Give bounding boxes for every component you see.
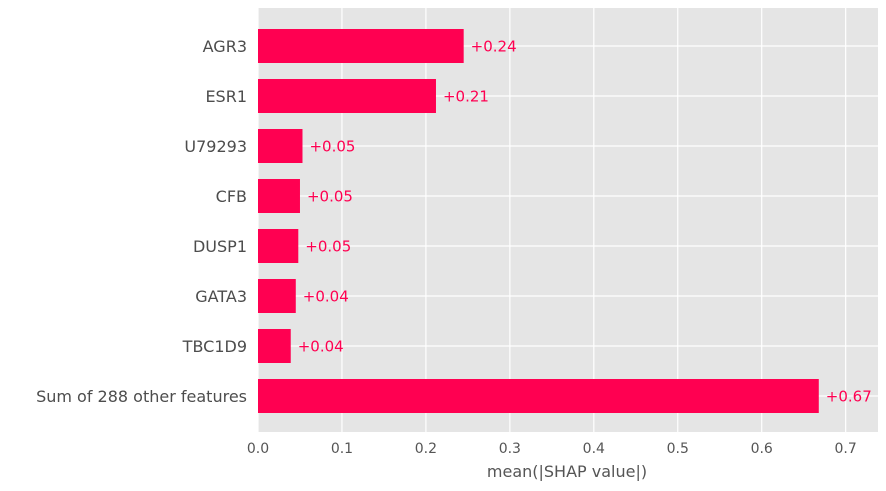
- category-labels: AGR3 ESR1 U79293 CFB DUSP1 GATA3 TBC1D9 Sum of …: [36, 37, 247, 406]
- category-label: U79293: [184, 137, 247, 156]
- x-tick-label: 0.3: [499, 441, 521, 457]
- x-tick-label: 0.4: [583, 441, 605, 457]
- value-labels: +0.24 +0.21 +0.05 +0.05 +0.05 +0.04 +0.04 +0.67: [298, 38, 872, 406]
- category-label: AGR3: [203, 37, 247, 56]
- x-tick-label: 0.7: [835, 441, 857, 457]
- bar-value-label: +0.05: [309, 138, 355, 156]
- bar-value-label: +0.05: [307, 188, 353, 206]
- bar-value-label: +0.04: [298, 338, 344, 356]
- category-label: DUSP1: [193, 237, 247, 256]
- category-label: ESR1: [205, 87, 247, 106]
- category-label: CFB: [216, 187, 247, 206]
- x-tick-labels: 0.0 0.1 0.2 0.3 0.4 0.5 0.6 0.7: [247, 441, 857, 457]
- bar: [258, 29, 464, 63]
- bar: [258, 179, 300, 213]
- bar: [258, 329, 291, 363]
- x-tick-label: 0.2: [415, 441, 437, 457]
- x-tick-label: 0.6: [751, 441, 773, 457]
- bar: [258, 79, 436, 113]
- x-tick-label: 0.0: [247, 441, 269, 457]
- grid-lines: [257, 8, 878, 432]
- bar-value-label: +0.67: [826, 388, 872, 406]
- bar-value-label: +0.05: [305, 238, 351, 256]
- category-label: Sum of 288 other features: [36, 387, 247, 406]
- plot-background: [258, 8, 878, 432]
- bar: [258, 229, 299, 263]
- bar: [258, 379, 819, 413]
- bar: [258, 129, 303, 163]
- x-axis-title: mean(|SHAP value|): [487, 462, 647, 481]
- x-tick-label: 0.1: [331, 441, 353, 457]
- x-tick-label: 0.5: [667, 441, 689, 457]
- bar-value-label: +0.24: [471, 38, 517, 56]
- category-label: TBC1D9: [182, 337, 247, 356]
- bars: [258, 29, 819, 413]
- bar-value-label: +0.21: [443, 88, 489, 106]
- bar: [258, 279, 296, 313]
- bar-value-label: +0.04: [303, 288, 349, 306]
- category-label: GATA3: [195, 287, 247, 306]
